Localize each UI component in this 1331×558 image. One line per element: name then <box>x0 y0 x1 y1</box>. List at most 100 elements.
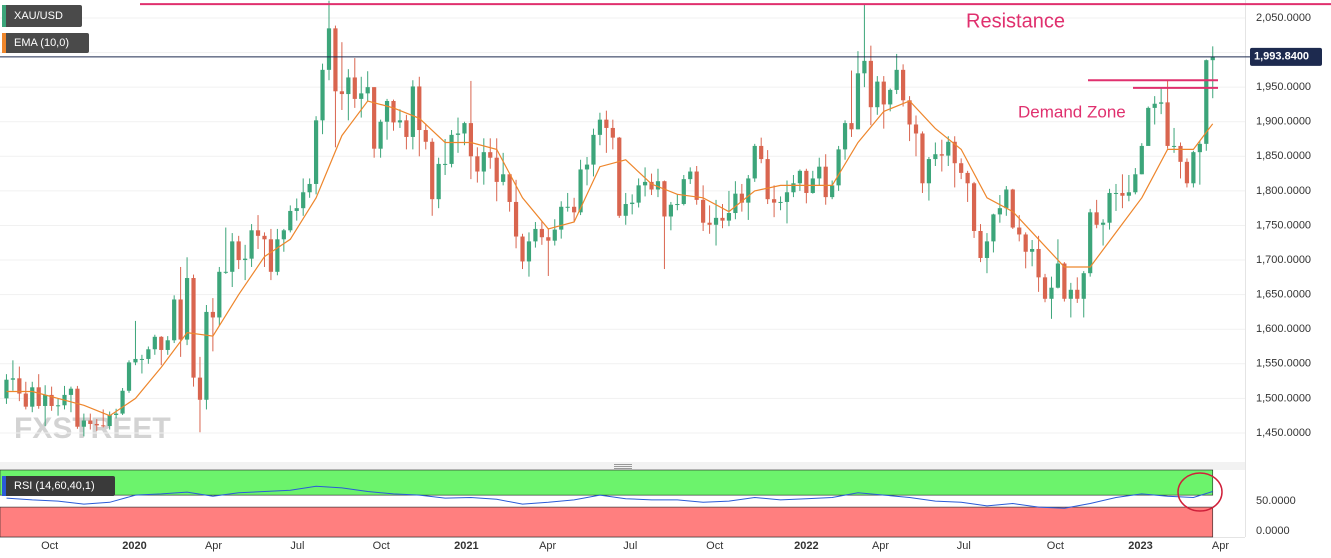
candle-body <box>423 130 428 142</box>
plot-layer <box>0 0 1250 538</box>
candle-body <box>184 278 190 340</box>
candle-body <box>533 228 538 242</box>
candle-body <box>597 119 603 135</box>
candle-body <box>1210 56 1215 61</box>
candle-body <box>23 393 28 407</box>
candle-body <box>210 311 215 318</box>
resize-handle[interactable] <box>614 464 632 469</box>
candle-body <box>978 231 983 258</box>
y-tick-label: 1,800.0000 <box>1256 185 1311 197</box>
candle-body <box>146 349 151 359</box>
candle-body <box>417 86 422 131</box>
candle-body <box>1178 145 1183 162</box>
candle-body <box>520 236 525 262</box>
candle-body <box>1075 289 1080 299</box>
candle-body <box>152 336 157 350</box>
candle-body <box>888 89 893 105</box>
candle-body <box>68 388 74 395</box>
candle-body <box>707 222 712 225</box>
rsi-badge[interactable] <box>2 476 115 496</box>
candle-body <box>1159 102 1164 104</box>
candle-body <box>901 69 906 101</box>
x-tick-label: Apr <box>1212 540 1229 552</box>
candle-body <box>726 213 732 221</box>
candle-body <box>926 159 932 184</box>
candle-body <box>604 119 609 128</box>
rsi-line <box>6 485 1213 509</box>
x-tick-label: 2023 <box>1128 540 1152 552</box>
candle-body <box>17 378 22 394</box>
candle-body <box>384 100 390 122</box>
candle-body <box>365 87 370 94</box>
candle-body <box>617 137 622 216</box>
candle-body <box>204 311 209 400</box>
candle-body <box>1152 103 1157 108</box>
x-tick-label: Oct <box>373 540 390 552</box>
rsi-label: RSI (14,60,40,1) <box>14 480 95 492</box>
x-tick-label: Jul <box>957 540 971 552</box>
candle-body <box>10 378 16 380</box>
candle-body <box>952 141 957 164</box>
candle-body <box>894 69 899 90</box>
candle-body <box>1030 248 1035 252</box>
candle-body <box>165 340 170 350</box>
y-tick-label: 1,450.0000 <box>1256 427 1311 439</box>
candle-body <box>991 214 996 242</box>
candle-body <box>584 164 590 170</box>
candle-body <box>997 208 1002 215</box>
candle-body <box>836 149 841 186</box>
candle-body <box>4 379 9 399</box>
candle-body <box>249 230 254 259</box>
candle-body <box>178 299 183 340</box>
candle-body <box>301 192 306 209</box>
candle-body <box>488 152 493 158</box>
candle-body <box>75 388 80 427</box>
rsi-lower-zone <box>0 506 1214 538</box>
candle-body <box>668 204 673 217</box>
candle-body <box>1120 192 1125 196</box>
ema-badge[interactable] <box>2 33 89 53</box>
candle-body <box>139 358 145 360</box>
candle-body <box>507 174 512 202</box>
candle-body <box>842 123 848 150</box>
candle-body <box>281 230 286 240</box>
y-tick-label: 1,500.0000 <box>1256 392 1311 404</box>
candle-body <box>481 152 486 172</box>
candle-body <box>797 170 802 184</box>
watermark: FXSTREET <box>14 412 171 445</box>
candle-body <box>662 181 667 217</box>
candle-body <box>1100 222 1106 225</box>
candle-body <box>1107 192 1112 223</box>
candle-body <box>1055 263 1061 288</box>
y-tick-label: 1,750.0000 <box>1256 219 1311 231</box>
candle-body <box>475 156 480 172</box>
symbol-badge[interactable] <box>2 5 82 27</box>
candle-body <box>1171 145 1177 147</box>
candle-body <box>804 170 809 193</box>
candle-body <box>630 202 635 205</box>
candle-body <box>513 201 519 237</box>
candle-body <box>830 185 835 198</box>
candle-body <box>636 185 641 203</box>
candle-body <box>217 271 222 318</box>
candle-body <box>1133 174 1138 193</box>
candle-body <box>984 241 990 258</box>
candle-body <box>107 414 112 427</box>
candle-body <box>191 278 196 378</box>
candle-body <box>501 174 506 182</box>
badge-accent <box>2 5 6 27</box>
candle-body <box>49 394 54 406</box>
ema-line <box>6 100 1214 417</box>
symbol-title: XAU/USD <box>14 10 63 22</box>
candle-body <box>1165 102 1170 146</box>
candle-body <box>572 206 577 213</box>
candle-body <box>1068 289 1073 299</box>
x-tick-label: 2020 <box>122 540 146 552</box>
candle-body <box>933 154 938 160</box>
candle-body <box>94 423 99 426</box>
candle-body <box>197 377 203 400</box>
candle-body <box>855 73 861 130</box>
y-tick-label: 2,050.0000 <box>1256 12 1311 24</box>
candle-body <box>559 206 564 230</box>
candle-body <box>1004 189 1009 209</box>
